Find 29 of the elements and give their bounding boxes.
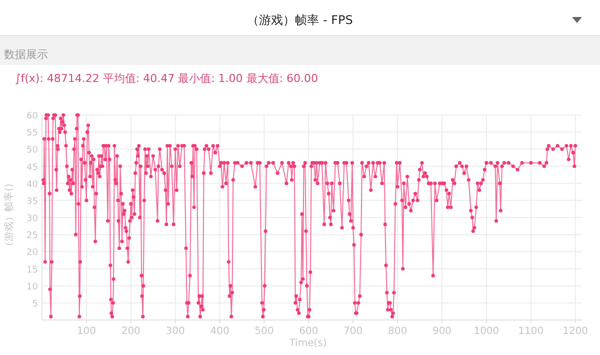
- x-axis-title: Time(s): [288, 338, 327, 349]
- x-tick-label: 1100: [518, 326, 544, 337]
- y-tick-label: 45: [26, 162, 38, 173]
- x-tick-label: 700: [344, 326, 363, 337]
- x-tick-label: 300: [166, 326, 185, 337]
- y-tick-label: 10: [26, 282, 38, 292]
- text: 数据展示: [4, 48, 48, 61]
- y-tick-label: 60: [26, 112, 38, 122]
- y-tick-label: 40: [26, 180, 38, 190]
- chart-subtitle: ∫f(x): 48714.22 平均值: 40.47 最小值: 1.00 最大值: 60.00: [15, 72, 318, 85]
- x-tick-label: 600: [299, 326, 318, 337]
- x-tick-label: 900: [432, 326, 452, 337]
- y-tick-label: 20: [26, 248, 38, 258]
- x-tick-label: 1000: [474, 326, 500, 337]
- x-tick-label: 1200: [562, 326, 588, 337]
- y-tick-label: 5: [32, 299, 38, 310]
- x-tick-label: 400: [210, 326, 230, 337]
- x-tick-label: 200: [121, 326, 140, 337]
- y-tick-label: 50: [26, 146, 38, 156]
- y-axis-title: （游戏）帧率(): [3, 184, 15, 252]
- y-tick-label: 15: [26, 265, 38, 276]
- y-tick-label: 55: [26, 128, 38, 139]
- y-tick-label: 25: [26, 231, 38, 242]
- y-tick-label: 35: [26, 196, 38, 207]
- x-tick-label: 800: [388, 326, 408, 337]
- x-tick-label: 500: [254, 326, 274, 337]
- y-tick-label: 30: [26, 214, 38, 224]
- x-tick-label: 100: [76, 326, 96, 337]
- chart-title: （游戏）帧率 - FPS: [247, 13, 353, 27]
